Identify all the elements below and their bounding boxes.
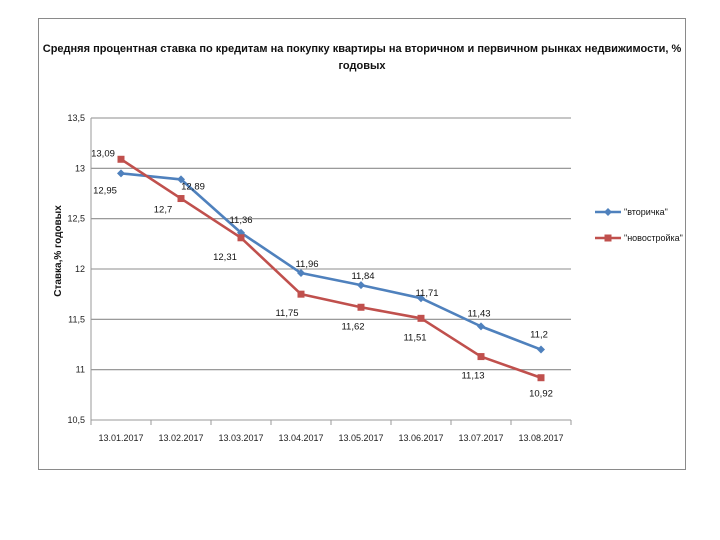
grid-lines: [91, 117, 571, 421]
data-point: [537, 345, 545, 354]
legend: "вторичка" "новостройка": [595, 207, 683, 243]
data-point: [357, 303, 365, 311]
data-label: 11,84: [351, 271, 374, 282]
y-tick-label: 12: [75, 264, 85, 274]
data-point: [177, 195, 185, 203]
data-point: [357, 281, 365, 290]
x-tick-label: 13.07.2017: [458, 433, 503, 443]
series-line: [120, 158, 542, 379]
data-label: 11,51: [403, 332, 426, 343]
data-point: [477, 353, 485, 361]
y-tick-label: 10,5: [67, 415, 85, 425]
legend-swatch-marker: [604, 208, 612, 216]
data-label: 11,96: [295, 259, 318, 270]
line-chart: 10,5 11 11,5 12 12,5 13 13,5 13.01.2017 13.02.20…: [53, 113, 683, 443]
data-label: 11,62: [341, 321, 364, 332]
data-point: [117, 155, 125, 163]
data-label: 12,89: [181, 181, 205, 192]
y-axis-title: Ставка,% годовых: [53, 205, 64, 297]
x-tick-label: 13.05.2017: [338, 433, 383, 443]
x-tick-label: 13.08.2017: [518, 433, 563, 443]
data-point: [177, 175, 185, 184]
data-label: 11,2: [530, 330, 548, 341]
y-tick-label: 11: [76, 365, 85, 375]
y-tick-label: 13,5: [67, 113, 85, 123]
x-tick-label: 13.02.2017: [158, 433, 203, 443]
x-tick-label: 13.03.2017: [218, 433, 263, 443]
data-label: 12,95: [93, 185, 117, 196]
axes: 10,5 11 11,5 12 12,5 13 13,5 13.01.2017 13.02.20…: [53, 113, 572, 443]
y-tick-label: 11,5: [68, 314, 85, 324]
data-point: [117, 169, 125, 178]
data-label: 12,7: [154, 205, 173, 216]
y-tick-label: 12,5: [67, 214, 85, 224]
data-point: [297, 290, 305, 298]
y-tick-label: 13: [75, 163, 85, 173]
legend-swatch-marker: [604, 234, 612, 242]
data-label: 12,31: [213, 252, 237, 263]
chart-frame: Средняя процентная ставка по кредитам на…: [38, 18, 686, 470]
data-label: 13,09: [91, 148, 115, 159]
series: [117, 155, 545, 382]
legend-entry: "вторичка": [624, 207, 668, 217]
data-label: 10,92: [529, 389, 553, 400]
series-line: [120, 172, 542, 351]
chart-title: Средняя процентная ставка по кредитам на…: [42, 43, 682, 72]
data-point: [537, 374, 545, 382]
data-label: 11,36: [229, 215, 252, 226]
data-label: 11,43: [467, 308, 490, 319]
data-labels: 12,95 12,89 11,36 11,96 11,84 11,71 11,43 11,2 1…: [91, 148, 553, 399]
data-point: [477, 322, 485, 331]
legend-entry: "новостройка": [624, 233, 683, 243]
x-tick-label: 13.04.2017: [278, 433, 323, 443]
data-label: 11,13: [461, 371, 484, 382]
data-label: 11,71: [415, 288, 438, 299]
x-tick-label: 13.01.2017: [98, 433, 143, 443]
data-point: [237, 234, 245, 242]
data-point: [297, 269, 305, 278]
data-label: 11,75: [275, 308, 298, 319]
data-point: [417, 294, 425, 303]
data-point: [417, 314, 425, 322]
x-tick-label: 13.06.2017: [398, 433, 443, 443]
